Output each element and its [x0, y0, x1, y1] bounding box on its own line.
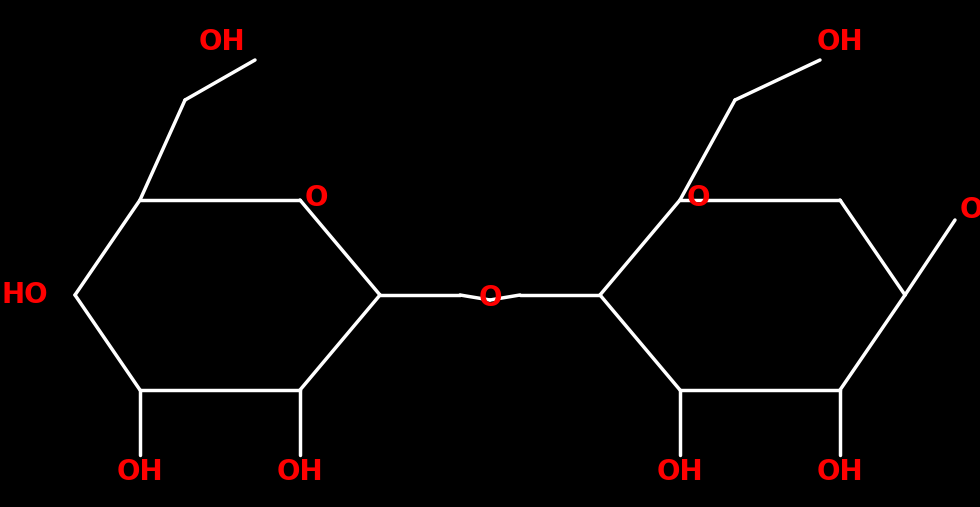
Text: O: O [478, 284, 502, 312]
Text: O: O [686, 184, 710, 212]
Text: HO: HO [1, 281, 48, 309]
Text: OH: OH [117, 458, 164, 486]
Text: OH: OH [816, 28, 863, 56]
Text: OH: OH [657, 458, 704, 486]
Text: O: O [304, 184, 327, 212]
Text: OH: OH [199, 28, 245, 56]
Text: OH: OH [276, 458, 323, 486]
Text: OH: OH [960, 196, 980, 224]
Text: OH: OH [816, 458, 863, 486]
